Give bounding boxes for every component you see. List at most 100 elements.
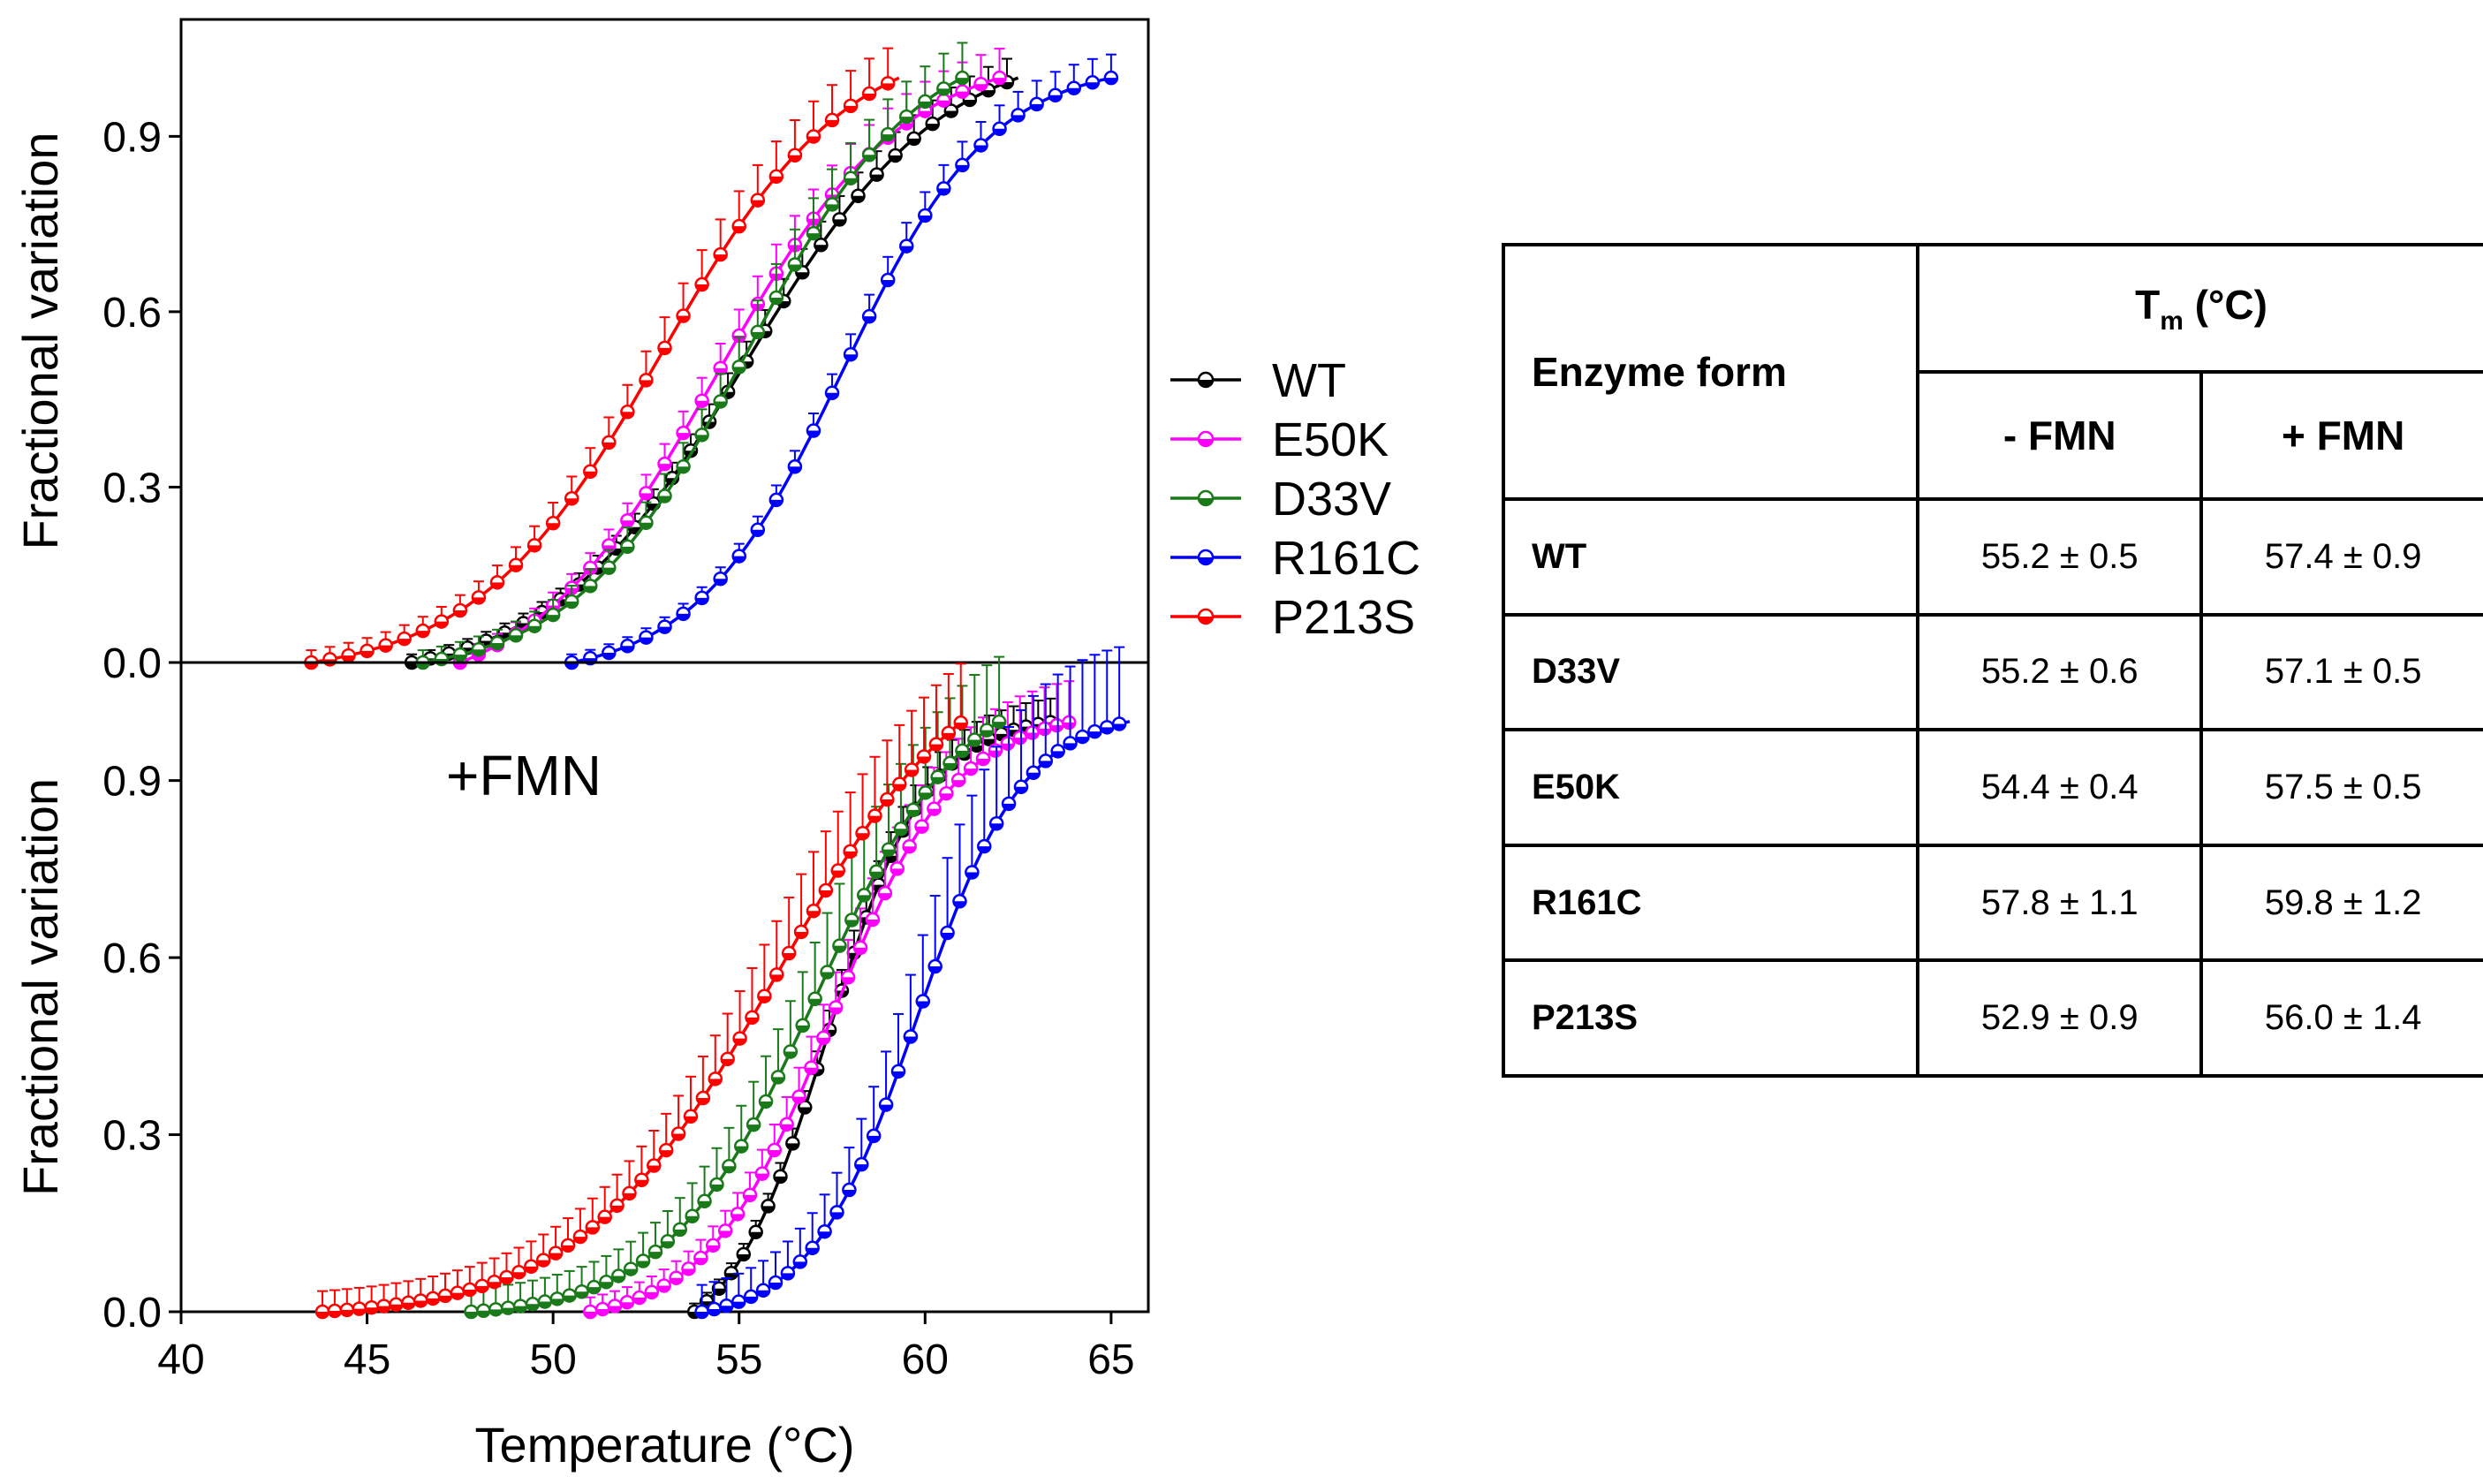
data-point-half-fill [657, 1285, 670, 1292]
y-tick-label: 0.9 [102, 114, 162, 161]
data-point-half-fill [1014, 786, 1027, 793]
data-point-half-fill [708, 1309, 721, 1316]
series-line [322, 720, 964, 1314]
data-point-half-fill [781, 1273, 794, 1280]
data-point-half-fill [453, 655, 466, 662]
data-point-half-fill [402, 1302, 415, 1309]
row-tm-plus: 57.1 ± 0.5 [2199, 612, 2483, 732]
row-tm-minus: 55.2 ± 0.5 [1916, 497, 2204, 617]
data-point-half-fill [435, 621, 448, 628]
tm-header-subscript: m [2160, 306, 2184, 336]
data-point-half-fill [830, 1212, 844, 1219]
data-point-half-fill [844, 105, 858, 112]
y-axis-title: Fractional variation [12, 132, 68, 549]
data-point-half-fill [956, 91, 969, 98]
legend-label: E50K [1272, 413, 1389, 466]
data-point-half-fill [587, 1287, 601, 1294]
data-point-half-fill [658, 347, 671, 354]
data-point-half-fill [450, 1292, 464, 1299]
data-point-half-fill [685, 1215, 699, 1223]
data-point-half-fill [745, 1296, 758, 1303]
data-point-half-fill [806, 233, 820, 240]
data-point-half-fill [670, 1277, 683, 1284]
data-point-half-fill [818, 1231, 831, 1238]
data-point-half-fill [993, 722, 1006, 729]
data-point-half-fill [340, 1309, 353, 1316]
data-point-half-fill [878, 893, 891, 900]
data-point-half-fill [695, 435, 708, 442]
data-point-half-fill [648, 1252, 662, 1259]
data-point-half-fill [771, 1077, 784, 1084]
data-point-half-fill [826, 392, 839, 399]
data-point-half-fill [1088, 731, 1101, 738]
data-point-half-fill [510, 635, 523, 642]
series-R161C [564, 53, 1119, 670]
data-point-half-fill [937, 100, 950, 107]
data-point-half-fill [854, 947, 867, 954]
row-tm-plus: 59.8 ± 1.2 [2199, 843, 2483, 963]
data-point-half-fill [894, 829, 907, 836]
data-point-half-fill [965, 872, 979, 879]
data-point-half-fill [732, 1301, 746, 1308]
data-point-half-fill [833, 219, 846, 226]
enzyme-form-header: Enzyme form [1501, 243, 1920, 501]
data-point-half-fill [465, 1312, 478, 1319]
data-point-half-fill [640, 637, 653, 644]
row-tm-minus: 57.8 ± 1.1 [1916, 843, 2204, 963]
data-point-half-fill [623, 1192, 636, 1200]
data-point-half-fill [870, 871, 883, 878]
data-point-half-fill [660, 1150, 673, 1157]
data-point-half-fill [890, 868, 904, 875]
data-point-half-fill [856, 833, 869, 840]
data-point-half-fill [882, 279, 895, 286]
data-point-half-fill [733, 1038, 746, 1045]
data-point-half-fill [915, 826, 928, 833]
tm-header-unit: (°C) [2183, 281, 2267, 328]
data-point-half-fill [596, 1309, 609, 1316]
series-P213S [314, 662, 968, 1320]
data-point-half-fill [610, 1205, 624, 1212]
data-point-half-fill [1030, 103, 1043, 110]
x-tick-label: 65 [1087, 1336, 1134, 1383]
data-point-half-fill [952, 780, 965, 787]
data-point-half-fill [870, 174, 883, 181]
data-point-half-fill [808, 998, 821, 1005]
data-point-half-fill [806, 911, 820, 918]
data-point-half-fill [735, 1146, 748, 1153]
data-point-half-fill [698, 1200, 711, 1208]
data-point-half-fill [937, 188, 950, 195]
data-point-half-fill [621, 646, 634, 653]
data-point-half-fill [993, 78, 1006, 85]
table-row: P213S 52.9 ± 0.9 56.0 ± 1.4 [1501, 958, 2483, 1078]
data-point-half-fill [751, 200, 764, 207]
data-point-half-fill [682, 1268, 695, 1276]
data-point-half-fill [1076, 737, 1089, 744]
data-point-half-fill [586, 1227, 599, 1234]
data-point-half-fill [903, 846, 916, 853]
data-point-half-fill [844, 178, 858, 185]
data-point-half-fill [695, 1312, 708, 1319]
data-point-half-fill [1026, 772, 1040, 779]
data-point-half-fill [1113, 723, 1126, 731]
series-D33V [464, 655, 1007, 1320]
data-point-half-fill [684, 1116, 697, 1123]
data-point-half-fill [632, 1298, 646, 1305]
data-point-half-fill [842, 977, 855, 984]
row-tm-minus: 55.2 ± 0.6 [1916, 612, 2204, 732]
table-row: E50K 54.4 ± 0.4 57.5 ± 0.5 [1501, 728, 2483, 847]
data-point-half-fill [1051, 751, 1064, 758]
data-point-half-fill [463, 1289, 476, 1296]
data-point-half-fill [723, 1166, 736, 1173]
data-point-half-fill [658, 464, 671, 471]
y-tick-label: 0.6 [102, 290, 162, 337]
data-point-half-fill [831, 870, 844, 877]
x-tick-label: 60 [902, 1336, 949, 1383]
data-point-half-fill [710, 1184, 723, 1191]
data-point-half-fill [714, 254, 727, 261]
data-point-half-fill [942, 732, 955, 739]
data-point-half-fill [1067, 87, 1080, 95]
data-point-half-fill [893, 784, 906, 791]
y-axis-title: Fractional variation [12, 778, 68, 1196]
row-form: R161C [1501, 843, 1920, 963]
